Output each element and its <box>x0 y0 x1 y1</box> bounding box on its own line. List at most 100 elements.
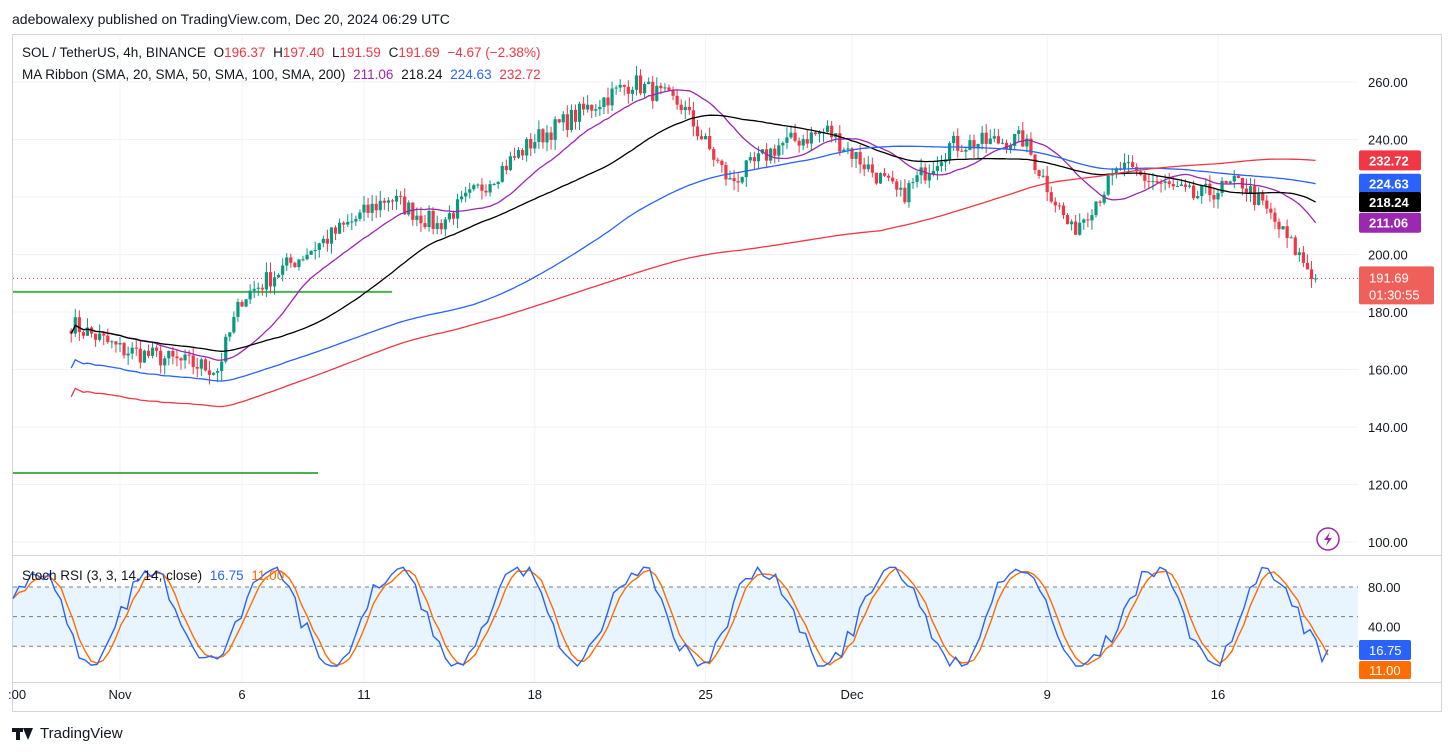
candle-body <box>354 218 358 222</box>
candle-body <box>390 200 395 202</box>
high-value: 197.40 <box>282 45 325 60</box>
candle-body <box>171 350 175 357</box>
candle-body <box>248 290 252 300</box>
symbol-name[interactable]: SOL / TetherUS, 4h, BINANCE <box>22 45 206 60</box>
candle-body <box>435 223 439 229</box>
ma20-line[interactable] <box>70 89 1317 361</box>
ma100-line[interactable] <box>70 145 1316 382</box>
ma-ribbon-label[interactable]: MA Ribbon (SMA, 20, SMA, 50, SMA, 100, S… <box>22 67 346 82</box>
candle-body <box>1314 278 1318 280</box>
candle-body <box>862 164 866 170</box>
ma50-line[interactable] <box>70 114 1316 352</box>
candle-body <box>687 106 691 111</box>
candle-body <box>451 213 456 219</box>
candle-body <box>1131 162 1135 167</box>
candle-body <box>1017 130 1021 134</box>
stoch-k-line[interactable] <box>12 565 1329 668</box>
candle-body <box>338 222 342 234</box>
candle-body <box>870 164 874 173</box>
y-tick-label: 180.00 <box>1368 305 1408 320</box>
candle-body <box>1057 205 1061 207</box>
lightning-icon[interactable] <box>1316 527 1340 551</box>
price-tag-1[interactable]: 224.63 <box>1359 173 1421 194</box>
stoch-d-box <box>1359 661 1411 679</box>
candle-body <box>549 132 553 140</box>
candle-body <box>773 148 777 156</box>
candle-body <box>521 150 525 156</box>
candle-body <box>1192 185 1196 199</box>
open-label: O <box>213 45 225 60</box>
candle-body <box>1151 181 1155 183</box>
ma200-line[interactable] <box>70 158 1316 408</box>
candle-body <box>638 75 643 94</box>
candle-body <box>887 175 891 178</box>
candle-body <box>1126 162 1131 164</box>
last-price-tag[interactable]: 191.69 01:30:55 <box>1359 266 1434 305</box>
y-tick-label: 240.00 <box>1368 133 1408 148</box>
candle-body <box>150 347 155 356</box>
candle-body <box>626 86 630 94</box>
candle-body <box>1277 221 1281 230</box>
candle-body <box>1094 201 1098 216</box>
countdown-text: 01:30:55 <box>1369 287 1420 302</box>
stoch-k-tag[interactable]: 16.75 <box>1359 640 1411 660</box>
candle-body <box>1114 168 1118 174</box>
candle-body <box>740 177 744 183</box>
candle-body <box>130 347 134 354</box>
candle-body <box>216 370 220 373</box>
candle-body <box>854 152 858 159</box>
price-tag-1-text: 224.63 <box>1369 177 1409 192</box>
candle-body <box>610 88 614 106</box>
candle-body <box>407 202 411 215</box>
candle-body <box>236 301 240 317</box>
candle-body <box>191 355 195 368</box>
candle-body <box>939 162 944 167</box>
stoch-rsi-label[interactable]: Stoch RSI (3, 3, 14, 14, close) <box>22 568 203 583</box>
candle-body <box>846 148 850 150</box>
candle-body <box>317 243 321 250</box>
y-tick-label: 160.00 <box>1368 363 1408 378</box>
candle-body <box>988 138 992 144</box>
candle-body <box>1228 181 1232 184</box>
stoch-d-value: 11.00 <box>251 568 285 583</box>
price-tag-0-text: 232.72 <box>1369 153 1409 168</box>
price-tag-3[interactable]: 211.06 <box>1359 212 1421 233</box>
candle-body <box>346 221 350 225</box>
stoch-d-line[interactable] <box>12 567 1329 667</box>
x-tick-label: 25 <box>698 687 712 702</box>
candle-body <box>858 152 862 165</box>
x-tick-label: 6 <box>238 687 245 702</box>
stoch-d-tag[interactable]: 11.00 <box>1359 661 1411 679</box>
candle-body <box>679 104 683 111</box>
candle-body <box>98 333 102 340</box>
brand-name: TradingView <box>40 725 123 742</box>
candle-body <box>972 140 976 149</box>
candles[interactable] <box>69 66 1318 385</box>
stoch-k-box <box>1359 640 1411 660</box>
ma20-value: 211.06 <box>353 67 394 82</box>
candle-body <box>915 175 919 183</box>
candle-body <box>1224 180 1228 184</box>
candle-body <box>1065 215 1070 225</box>
candle-body <box>155 347 159 351</box>
candle-body <box>992 136 996 139</box>
candle-body <box>736 181 740 183</box>
candle-body <box>1106 175 1110 195</box>
price-tag-2-box <box>1359 192 1421 213</box>
tradingview-brand[interactable]: TradingView <box>12 725 123 742</box>
candle-body <box>134 347 138 349</box>
stoch-k-value: 16.75 <box>209 568 244 583</box>
price-tag-0[interactable]: 232.72 <box>1359 150 1421 171</box>
price-tag-0-box <box>1359 150 1421 171</box>
candle-body <box>964 149 968 152</box>
candle-body <box>826 125 830 132</box>
candle-body <box>1273 212 1277 222</box>
x-tick-label: 18 <box>528 687 542 702</box>
candle-body <box>427 210 431 228</box>
price-tag-2[interactable]: 218.24 <box>1359 192 1421 213</box>
candle-body <box>382 200 386 203</box>
candle-body <box>1029 138 1033 155</box>
candle-body <box>496 181 500 184</box>
candle-body <box>1183 184 1188 187</box>
